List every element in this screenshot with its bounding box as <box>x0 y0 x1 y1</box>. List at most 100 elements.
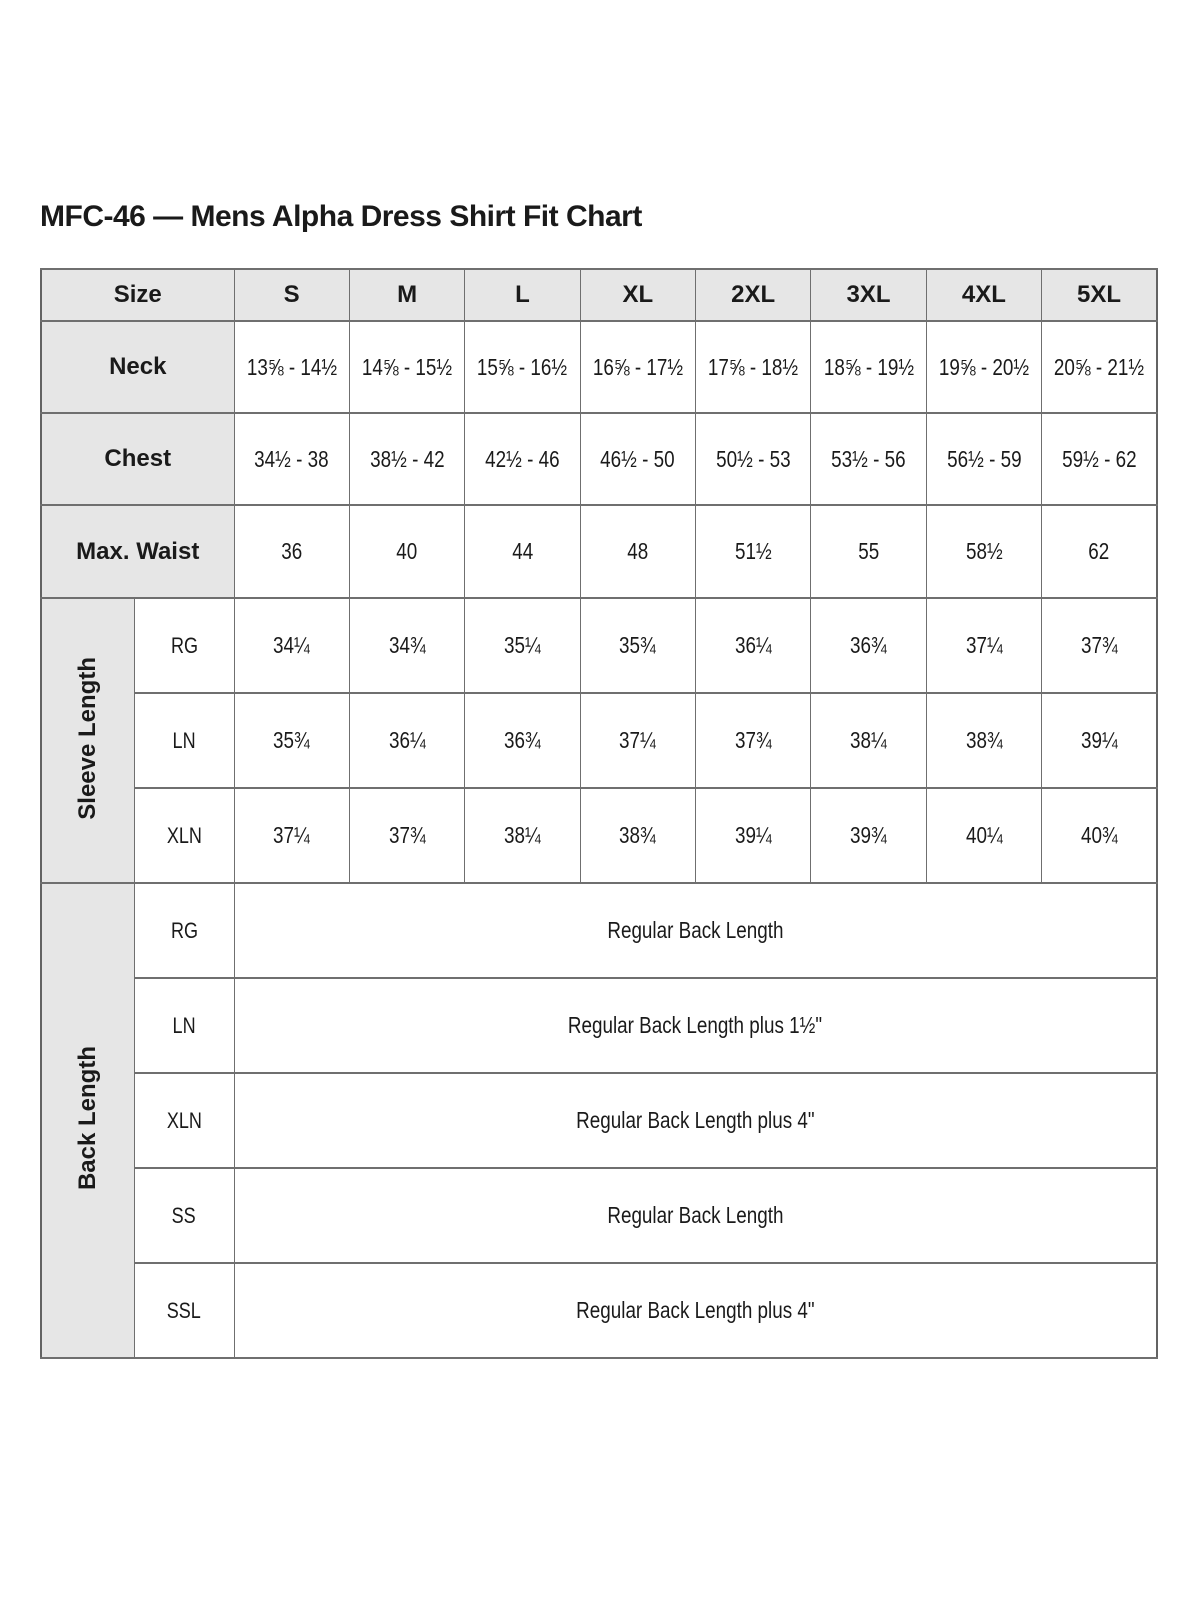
back-rg-label: RG <box>170 917 198 943</box>
sleeve-rg-value: 35¾ <box>619 632 657 658</box>
max-waist-value-cell: 58½ <box>925 504 1043 599</box>
back-rg-value-cell: Regular Back Length <box>233 882 1158 979</box>
col-header-m: M <box>348 268 466 322</box>
chest-value-cell: 56½ - 59 <box>925 412 1043 506</box>
back-rg-row: Back Length RG Regular Back Length <box>40 882 1158 1359</box>
sleeve-ln-value: 37¾ <box>734 727 772 753</box>
col-header-2xl: 2XL <box>694 268 812 322</box>
back-xln-value: Regular Back Length plus 4" <box>576 1107 815 1133</box>
sleeve-rg-value-cell: 36¾ <box>810 597 927 694</box>
sleeve-rg-value: 37¾ <box>1080 632 1118 658</box>
back-ss-value: Regular Back Length <box>607 1202 784 1228</box>
chest-row: Chest 34½ - 38 38½ - 42 42½ - 46 46½ - 5… <box>40 412 1158 506</box>
sleeve-rg-value-cell: 35¼ <box>464 597 581 694</box>
chest-value-cell: 50½ - 53 <box>694 412 812 506</box>
sleeve-ln-value-cell: 39¼ <box>1041 692 1158 789</box>
sleeve-xln-value-cell: 37¼ <box>233 787 350 884</box>
sleeve-rg-label-cell: RG <box>133 597 235 694</box>
back-ln-label: LN <box>172 1012 196 1038</box>
sleeve-length-section-header: Sleeve Length <box>40 597 135 884</box>
back-ssl-label: SSL <box>166 1297 202 1323</box>
sleeve-ln-value: 36¾ <box>504 727 541 753</box>
chest-value: 56½ - 59 <box>946 445 1022 472</box>
size-header-cell: Size <box>40 268 235 322</box>
neck-value-cell: 19⅝ - 20½ <box>925 320 1043 414</box>
sleeve-rg-value: 34¾ <box>388 632 426 658</box>
back-ss-value-cell: Regular Back Length <box>233 1167 1158 1264</box>
sleeve-xln-value: 40¼ <box>965 822 1003 848</box>
neck-value: 16⅝ - 17½ <box>592 353 683 380</box>
sleeve-xln-value-cell: 38¾ <box>579 787 697 884</box>
back-ln-row: LN Regular Back Length plus 1½" <box>41 977 1158 1074</box>
sleeve-xln-value: 37¼ <box>273 822 311 848</box>
col-header-3xl: 3XL <box>810 268 927 322</box>
chest-value: 46½ - 50 <box>600 445 676 472</box>
chest-value: 59½ - 62 <box>1061 445 1137 472</box>
sleeve-ln-value-cell: 35¾ <box>233 692 350 789</box>
max-waist-value-cell: 44 <box>464 504 581 599</box>
sleeve-ln-value: 37¼ <box>619 727 657 753</box>
col-header-l: L <box>464 268 581 322</box>
back-ssl-row: SSL Regular Back Length plus 4" <box>41 1262 1158 1359</box>
back-rg-label-cell: RG <box>133 882 235 979</box>
max-waist-label-cell: Max. Waist <box>40 504 235 599</box>
max-waist-value: 62 <box>1088 538 1110 564</box>
back-ssl-label-cell: SSL <box>133 1262 235 1359</box>
header-row: Size S M L XL 2XL 3XL 4XL 5XL <box>40 268 1158 322</box>
chest-value: 34½ - 38 <box>254 445 329 472</box>
page-title: MFC-46 — Mens Alpha Dress Shirt Fit Char… <box>40 200 642 233</box>
max-waist-value-cell: 48 <box>579 504 697 599</box>
back-ssl-value-cell: Regular Back Length plus 4" <box>233 1262 1158 1359</box>
sleeve-rg-value: 36¼ <box>734 632 772 658</box>
neck-value-cell: 18⅝ - 19½ <box>810 320 927 414</box>
chest-value-cell: 38½ - 42 <box>348 412 466 506</box>
chest-value: 42½ - 46 <box>485 445 560 472</box>
chest-value-cell: 59½ - 62 <box>1041 412 1158 506</box>
max-waist-value: 40 <box>396 538 418 564</box>
fit-chart-table: Size S M L XL 2XL 3XL 4XL 5XL Neck 13⅝ -… <box>40 268 1158 1359</box>
sleeve-rg-value-cell: 37¼ <box>925 597 1043 694</box>
max-waist-value: 51½ <box>734 538 772 564</box>
sleeve-xln-row: XLN 37¼ 37¾ 38¼ 38¾ 39¼ 39¾ 40¼ 40¾ <box>41 787 1158 884</box>
sleeve-ln-value-cell: 38¾ <box>925 692 1043 789</box>
neck-value-cell: 17⅝ - 18½ <box>694 320 812 414</box>
back-ln-label-cell: LN <box>133 977 235 1074</box>
sleeve-ln-value: 35¾ <box>273 727 311 753</box>
neck-value-cell: 20⅝ - 21½ <box>1041 320 1158 414</box>
max-waist-value: 55 <box>858 538 880 564</box>
sleeve-xln-value-cell: 37¾ <box>348 787 466 884</box>
back-length-section-header: Back Length <box>40 882 135 1359</box>
back-rg-value: Regular Back Length <box>607 917 784 943</box>
sleeve-rg-value-cell: 36¼ <box>694 597 812 694</box>
sleeve-ln-value-cell: 37¼ <box>579 692 697 789</box>
sleeve-xln-value-cell: 39¼ <box>694 787 812 884</box>
col-header-s: S <box>233 268 350 322</box>
neck-row: Neck 13⅝ - 14½ 14⅝ - 15½ 15⅝ - 16½ 16⅝ -… <box>40 320 1158 414</box>
chest-label-cell: Chest <box>40 412 235 506</box>
sleeve-ln-label: LN <box>172 727 196 753</box>
col-header-5xl: 5XL <box>1041 268 1158 322</box>
back-ss-row: SS Regular Back Length <box>41 1167 1158 1264</box>
neck-value: 17⅝ - 18½ <box>708 353 799 380</box>
neck-value: 19⅝ - 20½ <box>938 353 1030 380</box>
neck-value: 14⅝ - 15½ <box>361 353 453 380</box>
max-waist-value: 44 <box>511 538 533 564</box>
sleeve-ln-value: 36¼ <box>388 727 426 753</box>
max-waist-value-cell: 62 <box>1041 504 1158 599</box>
back-ss-label: SS <box>171 1202 197 1228</box>
sleeve-rg-value: 34¼ <box>273 632 311 658</box>
sleeve-xln-value: 40¾ <box>1080 822 1118 848</box>
sleeve-rg-row: Sleeve Length RG 34¼ 34¾ 35¼ 35¾ 36¼ 36¾… <box>40 597 1158 884</box>
col-header-4xl: 4XL <box>925 268 1043 322</box>
neck-value: 18⅝ - 19½ <box>823 353 914 380</box>
sleeve-rg-value: 36¾ <box>850 632 887 658</box>
neck-value: 13⅝ - 14½ <box>246 353 337 380</box>
neck-value-cell: 13⅝ - 14½ <box>233 320 350 414</box>
sleeve-length-label: Sleeve Length <box>73 656 101 820</box>
max-waist-value-cell: 55 <box>810 504 927 599</box>
sleeve-rg-value-cell: 37¾ <box>1041 597 1158 694</box>
max-waist-row: Max. Waist 36 40 44 48 51½ 55 58½ 62 <box>40 504 1158 599</box>
back-ln-value: Regular Back Length plus 1½" <box>568 1012 823 1038</box>
back-xln-row: XLN Regular Back Length plus 4" <box>41 1072 1158 1169</box>
back-xln-label: XLN <box>166 1107 202 1133</box>
